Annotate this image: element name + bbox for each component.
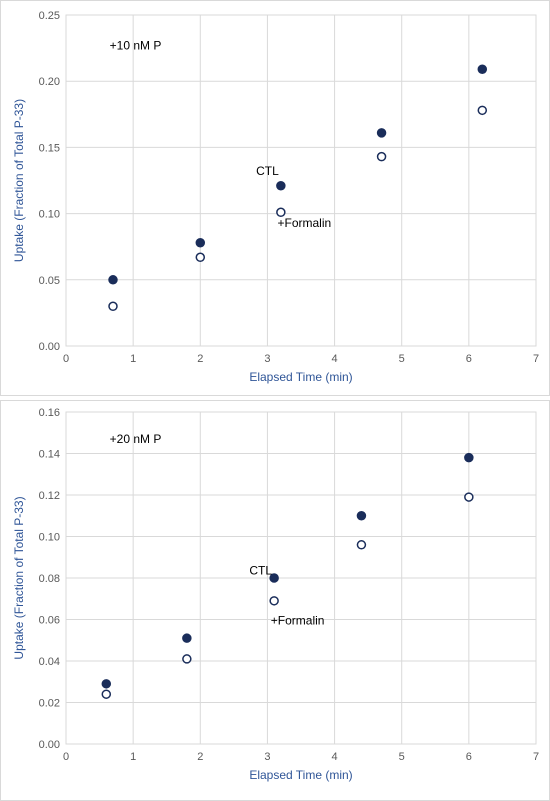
ctl-data-point — [276, 181, 286, 191]
x-tick-label: 6 — [466, 751, 472, 763]
ctl-data-point — [477, 64, 488, 75]
y-tick-label: 0.00 — [39, 341, 60, 353]
ctl-label: CTL — [256, 164, 279, 178]
x-axis-title: Elapsed Time (min) — [249, 370, 352, 384]
formalin-data-point — [108, 301, 118, 312]
uptake-scatter-chart-bottom: 0.00 0.02 0.04 0.06 0.08 0.10 0.12 0.14 0.16 0 1 2 3… — [12, 407, 539, 782]
x-tick-label: 7 — [533, 751, 539, 763]
x-tick-label: 6 — [466, 353, 472, 365]
uptake-scatter-chart-top: 0.00 0.05 0.10 0.15 0.20 0.25 0 1 2 3 4 5 6 7 Elapsed … — [12, 10, 539, 384]
y-tick-label: 0.15 — [39, 142, 60, 154]
y-tick-label: 0.10 — [39, 532, 60, 544]
ctl-data-point — [195, 237, 206, 248]
y-tick-label: 0.08 — [39, 573, 60, 585]
formalin-data-point — [195, 252, 206, 263]
formalin-label: +Formalin — [278, 216, 332, 230]
x-tick-label: 5 — [399, 353, 405, 365]
formalin-label: +Formalin — [271, 614, 325, 628]
ctl-label: CTL — [249, 564, 272, 578]
x-tick-label: 4 — [332, 751, 338, 763]
formalin-data-point — [464, 492, 474, 502]
y-tick-label: 0.25 — [39, 10, 60, 22]
ctl-data-point — [101, 679, 112, 689]
y-tick-label: 0.14 — [39, 449, 60, 461]
x-tick-label: 3 — [264, 751, 270, 763]
treatment-label: +20 nM P — [110, 432, 162, 446]
formalin-data-point — [182, 654, 192, 664]
x-tick-label: 3 — [264, 353, 270, 365]
x-tick-label: 2 — [197, 353, 203, 365]
plot-area-border — [65, 14, 537, 347]
x-tick-label: 0 — [63, 353, 69, 365]
treatment-label: +10 nM P — [110, 38, 162, 52]
x-tick-label: 0 — [63, 751, 69, 763]
x-tick-label: 1 — [130, 751, 136, 763]
y-tick-label: 0.16 — [39, 407, 60, 419]
formalin-data-point — [477, 105, 488, 116]
ctl-data-point — [376, 128, 387, 138]
x-tick-label: 1 — [130, 353, 136, 365]
y-tick-label: 0.02 — [39, 698, 60, 710]
y-tick-label: 0.06 — [39, 615, 60, 627]
x-tick-label: 4 — [332, 353, 338, 365]
x-tick-label: 2 — [197, 751, 203, 763]
chart-panel-top: 0.00 0.05 0.10 0.15 0.20 0.25 0 1 2 3 4 5 6 7 Elapsed … — [0, 0, 550, 396]
x-axis-title: Elapsed Time (min) — [249, 768, 352, 782]
y-tick-label: 0.12 — [39, 490, 60, 502]
y-tick-label: 0.04 — [39, 656, 60, 668]
y-axis-title: Uptake (Fraction of Total P-33) — [12, 496, 26, 659]
formalin-data-point — [376, 151, 387, 162]
ctl-data-point — [269, 573, 279, 583]
formalin-data-point — [356, 540, 367, 550]
y-tick-label: 0.10 — [39, 209, 60, 221]
ctl-data-point — [356, 511, 367, 521]
chart-panel-bottom: 0.00 0.02 0.04 0.06 0.08 0.10 0.12 0.14 0.16 0 1 2 3… — [0, 400, 550, 801]
formalin-data-point — [276, 207, 286, 218]
ctl-data-point — [108, 275, 118, 285]
y-tick-label: 0.05 — [39, 275, 60, 287]
y-axis-title: Uptake (Fraction of Total P-33) — [12, 99, 26, 262]
formalin-data-point — [269, 596, 279, 606]
y-tick-label: 0.20 — [39, 76, 60, 88]
x-tick-label: 5 — [399, 751, 405, 763]
formalin-data-point — [101, 689, 112, 699]
y-tick-label: 0.00 — [39, 739, 60, 751]
x-tick-label: 7 — [533, 353, 539, 365]
ctl-data-point — [464, 452, 474, 463]
ctl-data-point — [182, 633, 192, 643]
